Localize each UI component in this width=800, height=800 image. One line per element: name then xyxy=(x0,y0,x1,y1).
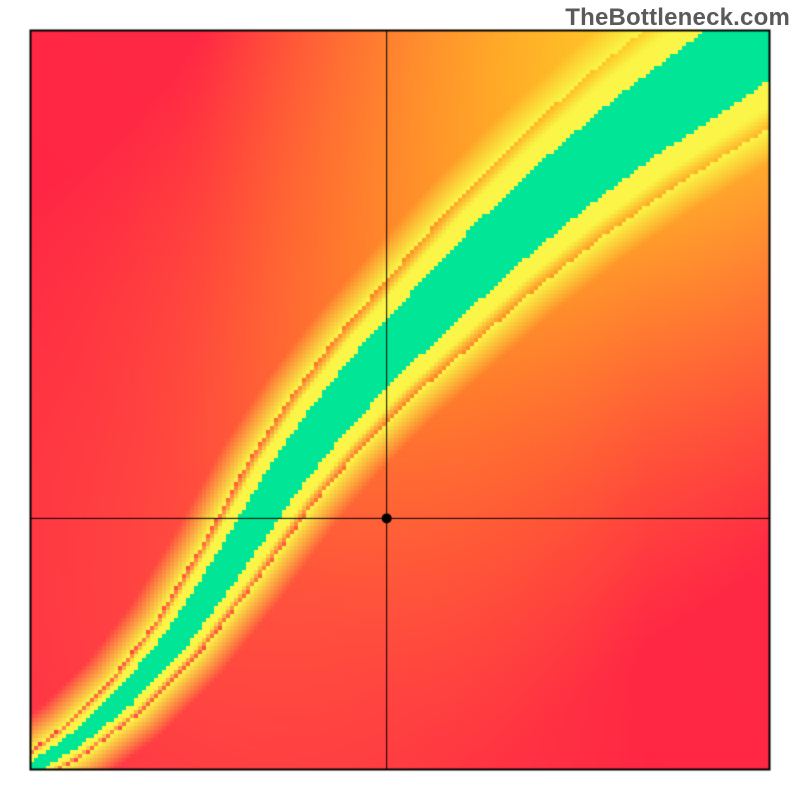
bottleneck-heatmap xyxy=(0,0,800,800)
chart-container: TheBottleneck.com xyxy=(0,0,800,800)
watermark-text: TheBottleneck.com xyxy=(565,4,790,32)
